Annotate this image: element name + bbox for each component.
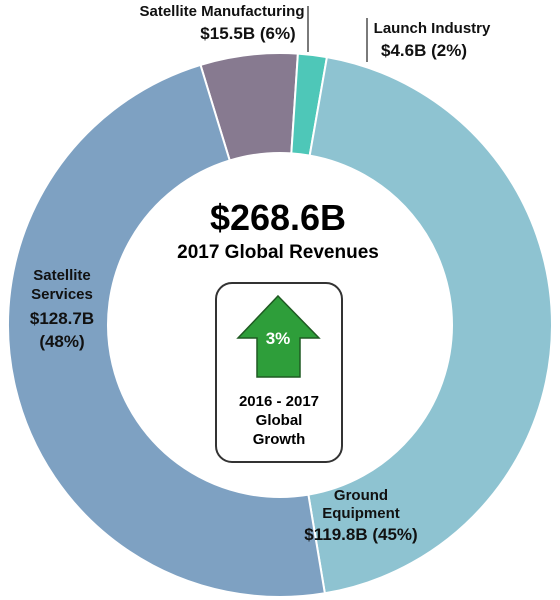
total-revenue: $268.6B [210, 197, 346, 238]
slice-label-satellite-manufacturing: Satellite Manufacturing [139, 3, 304, 20]
slice-label-launch-industry: Launch Industry [374, 20, 491, 37]
slice-satellite-services [7, 63, 327, 598]
donut-slices [7, 52, 553, 598]
slice-value-satellite-services-line1: $128.7B [30, 309, 94, 328]
up-arrow-icon [236, 294, 321, 378]
leader-lines [307, 6, 368, 62]
total-revenue-label: 2017 Global Revenues [177, 242, 379, 263]
slice-value-ground-equipment: $119.8B (45%) [304, 525, 417, 544]
slice-label-satellite-services-line1: Satellite [33, 267, 91, 284]
slice-value-satellite-services-line2: (48%) [39, 332, 84, 351]
slice-label-ground-equipment-line2: Equipment [322, 505, 400, 522]
slice-value-launch-industry: $4.6B (2%) [381, 41, 467, 60]
slice-ground-equipment [307, 55, 553, 595]
slice-label-ground-equipment-line1: Ground [334, 487, 388, 504]
slice-label-satellite-services-line2: Services [31, 286, 93, 303]
slice-value-satellite-manufacturing: $15.5B (6%) [200, 24, 295, 43]
growth-percent: 3% [266, 329, 291, 348]
growth-label-line3: Growth [253, 431, 306, 448]
growth-label-line1: 2016 - 2017 [239, 393, 319, 410]
growth-label-line2: Global [256, 412, 303, 429]
